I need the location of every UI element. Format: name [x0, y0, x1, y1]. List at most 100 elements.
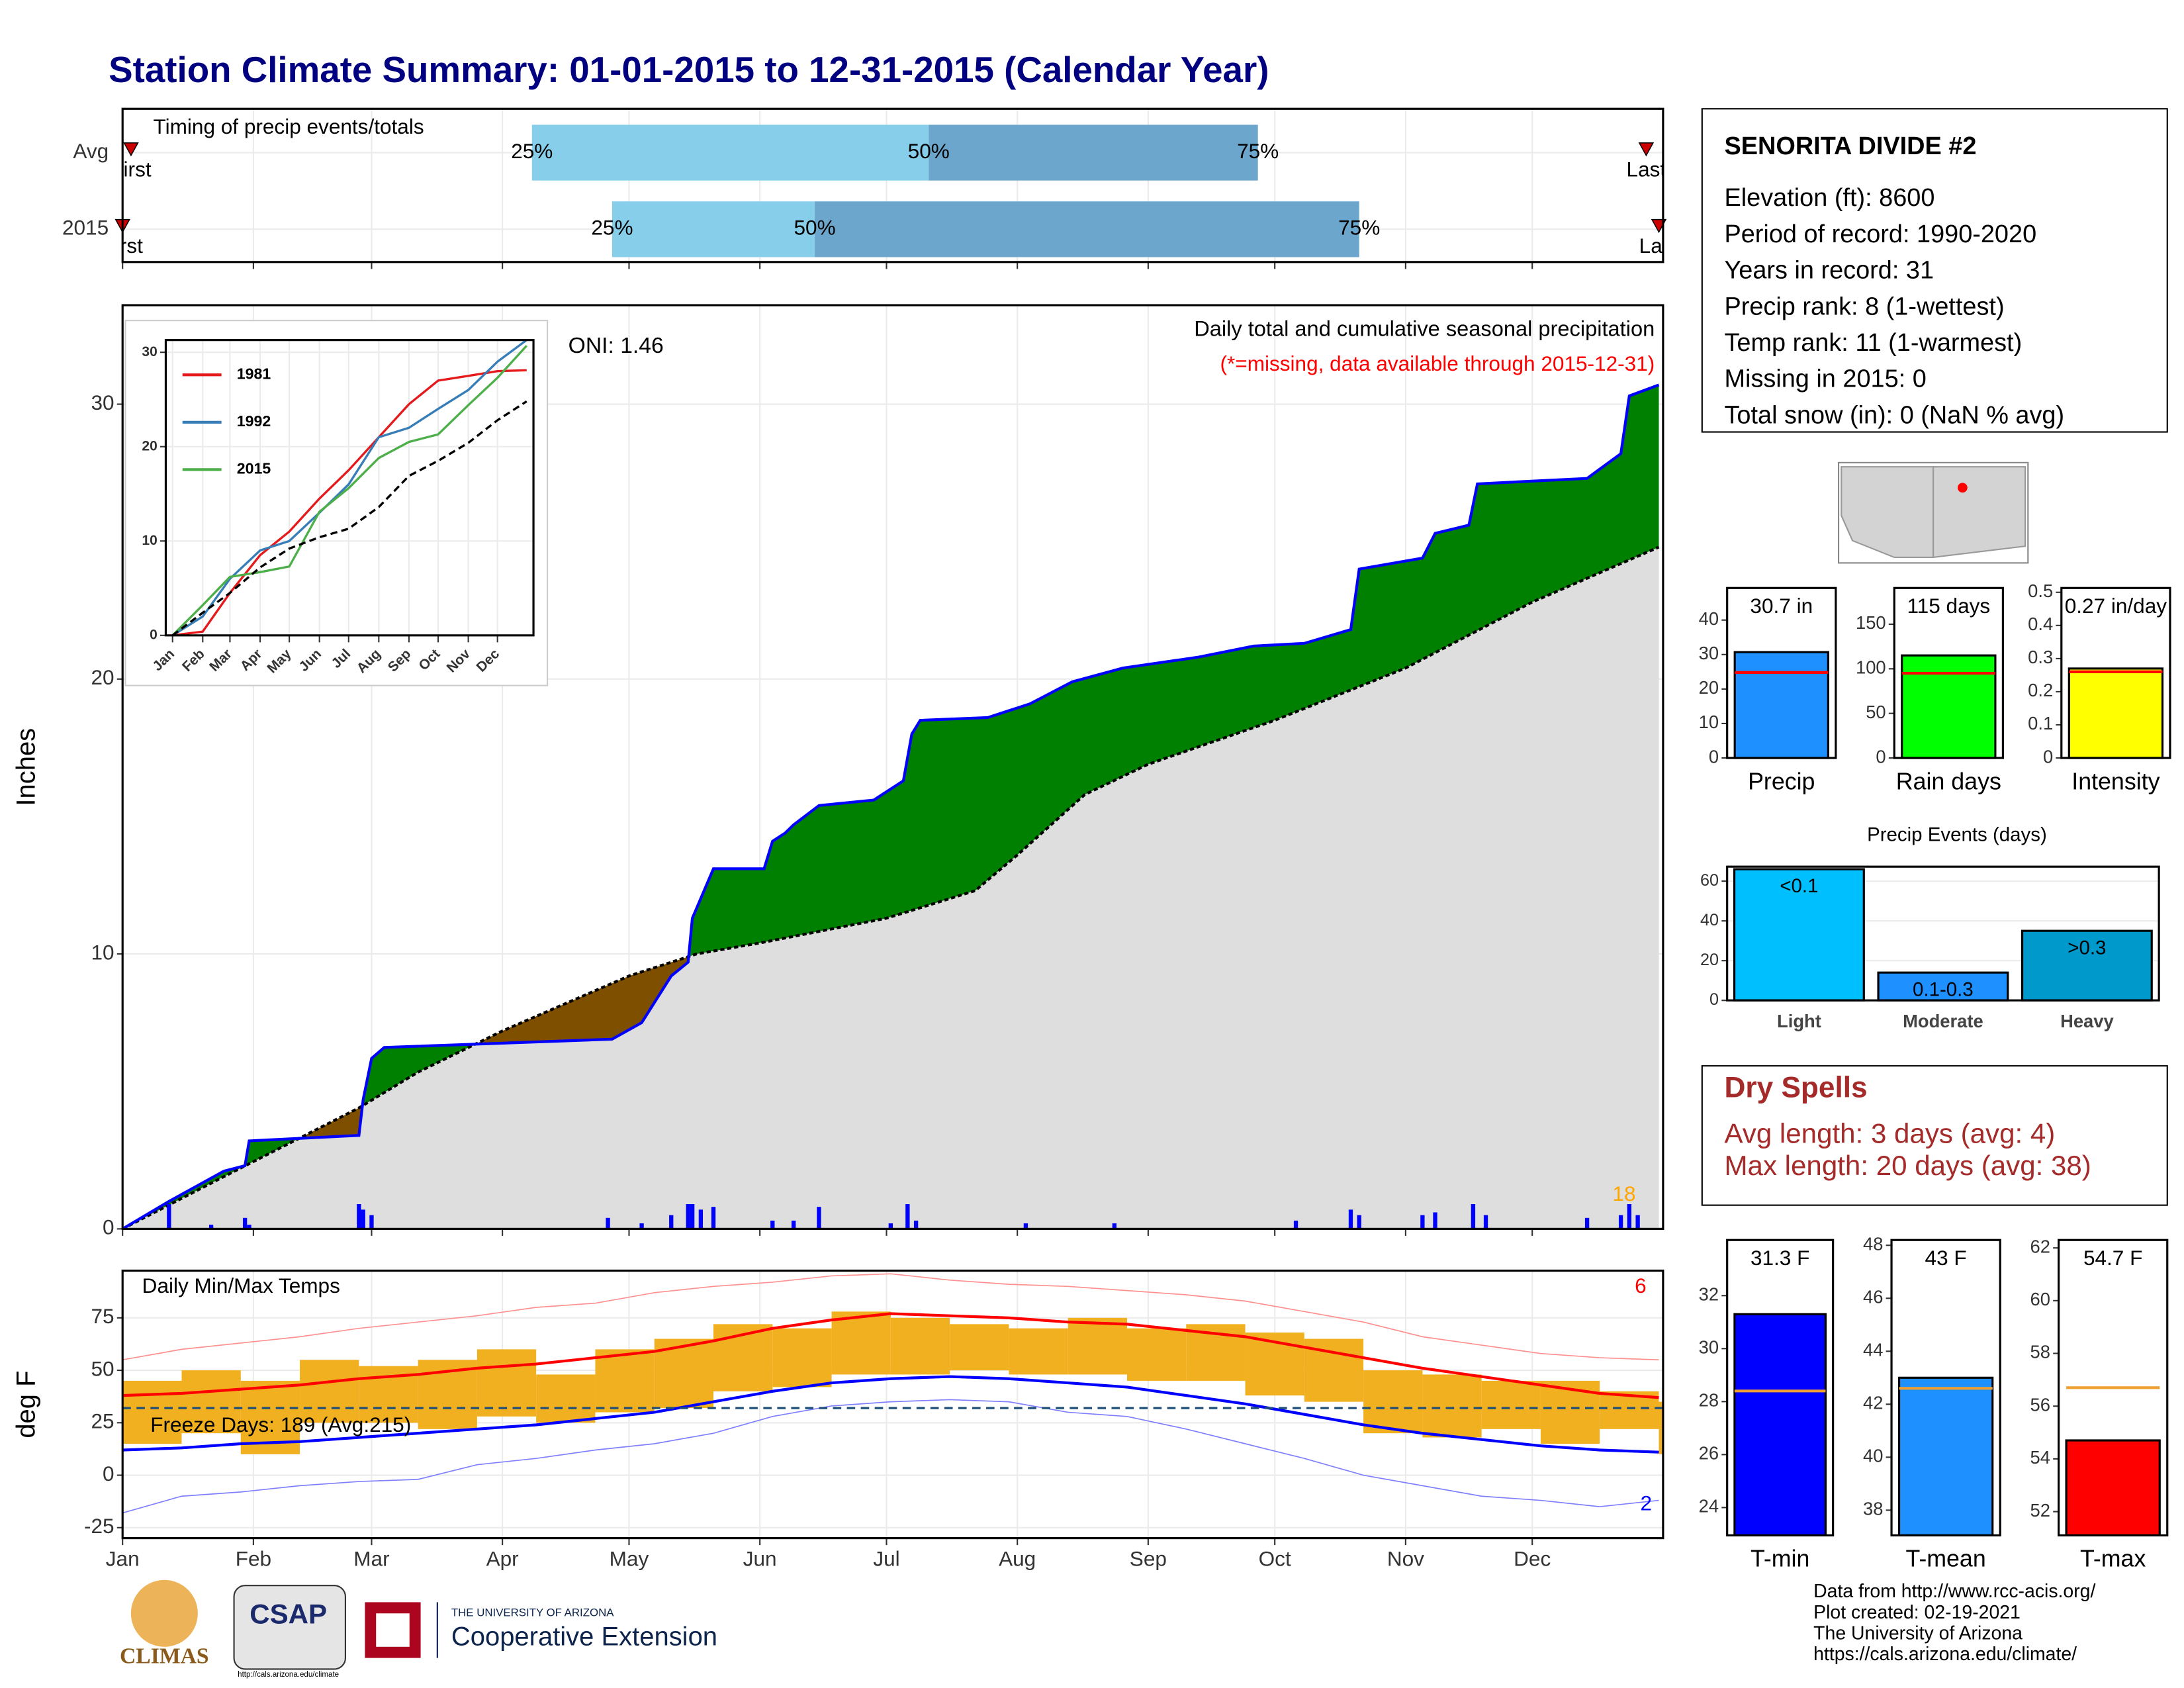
- plot-frame: [121, 107, 1664, 263]
- x-tick-label: Jun: [743, 1547, 777, 1571]
- x-tick-label: Jul: [873, 1547, 899, 1571]
- page-title: Station Climate Summary: 01-01-2015 to 1…: [109, 49, 1269, 90]
- y-tick-label: 0: [2043, 746, 2053, 767]
- daily-bar: [888, 1223, 893, 1229]
- daily-bar: [606, 1217, 610, 1229]
- y-axis-label: deg F: [12, 1370, 41, 1438]
- y-tick-label: 58: [2030, 1342, 2050, 1362]
- x-tick-label: Sep: [1130, 1547, 1167, 1571]
- timing-bar: [531, 124, 929, 181]
- y-tick-label: 20: [142, 438, 157, 453]
- y-tick-label: 48: [1863, 1233, 1883, 1254]
- daily-bar: [1483, 1215, 1488, 1229]
- y-tick-label: 75: [91, 1304, 114, 1328]
- bar: [1733, 1313, 1827, 1536]
- temp-range-bar: [181, 1370, 241, 1434]
- plot-frame: [2058, 1239, 2169, 1536]
- plot-frame: [1726, 865, 2160, 1002]
- panel-label: Daily Min/Max Temps: [142, 1274, 340, 1297]
- y-tick-label: 30: [1699, 643, 1719, 663]
- timing-bar: [815, 201, 1359, 258]
- temp-range-bar: [122, 1380, 182, 1444]
- daily-bar: [357, 1204, 361, 1229]
- station-line: Missing in 2015: 0: [1724, 365, 1926, 393]
- y-tick-label: 50: [1866, 702, 1886, 722]
- chart-title: Daily total and cumulative seasonal prec…: [1194, 316, 1655, 341]
- base-area: [122, 547, 1659, 1229]
- count-label: 18: [1612, 1182, 1635, 1205]
- daily-bar: [905, 1204, 910, 1229]
- daily-bar: [167, 1204, 171, 1229]
- y-tick-label: 10: [142, 533, 157, 548]
- y-tick-label: 28: [1699, 1390, 1719, 1411]
- row-label: Avg: [73, 139, 109, 163]
- quantile-label: 50%: [908, 139, 950, 163]
- category-label: T-max: [2080, 1546, 2146, 1572]
- temp-range-bar: [595, 1349, 655, 1413]
- x-tick-label: Feb: [236, 1547, 271, 1571]
- temp-range-bar: [1481, 1380, 1541, 1429]
- daily-bar: [1293, 1220, 1298, 1229]
- y-tick-label: 50: [91, 1356, 114, 1380]
- climas-logo: [130, 1579, 198, 1647]
- station-line: Temp rank: 11 (1-warmest): [1724, 329, 2022, 357]
- credit-line: https://cals.arizona.edu/climate/: [1813, 1644, 2077, 1665]
- y-tick-label: 38: [1863, 1499, 1883, 1519]
- y-tick-label: 20: [1700, 951, 1719, 969]
- dry-spells-box: [1701, 1065, 2168, 1206]
- marker-label: First: [111, 157, 152, 181]
- csap-url: http://cals.arizona.edu/climate: [238, 1671, 339, 1679]
- x-tick-label: Moderate: [1903, 1011, 1983, 1031]
- bar: [1733, 868, 1865, 1002]
- daily-bar: [698, 1209, 704, 1229]
- daily-bar: [913, 1220, 919, 1229]
- y-tick-label: 10: [1699, 712, 1719, 732]
- average-line: [122, 545, 1660, 1231]
- timing-bar: [612, 201, 815, 258]
- category-label: Intensity: [2071, 768, 2160, 794]
- daily-bar: [1471, 1204, 1476, 1229]
- y-tick-label: 24: [1699, 1496, 1719, 1517]
- y-tick-label: 20: [1699, 677, 1719, 698]
- temp-range-bar: [772, 1328, 832, 1387]
- station-location: [1958, 483, 1968, 493]
- series-line: [171, 345, 528, 637]
- y-tick-label: 0.4: [2028, 614, 2053, 634]
- y-tick-label: 60: [1700, 871, 1719, 890]
- daily-bar: [1023, 1223, 1028, 1229]
- plot-frame: [1726, 1239, 1835, 1536]
- temp-range-bar: [1126, 1328, 1187, 1381]
- dry-spells-line: Avg length: 3 days (avg: 4): [1724, 1118, 2055, 1149]
- station-box: [1701, 108, 2168, 433]
- marker-label: Last: [1627, 157, 1666, 181]
- temp-range-bar: [1068, 1317, 1127, 1375]
- category-label: Rain days: [1896, 768, 2001, 794]
- station-line: Elevation (ft): 8600: [1724, 184, 1934, 212]
- daily-bar: [1420, 1215, 1425, 1229]
- y-tick-label: 0.5: [2028, 581, 2053, 601]
- y-tick-label: 0: [1709, 990, 1719, 1009]
- y-tick-label: 30: [91, 391, 114, 414]
- row-label: 2015: [62, 216, 109, 240]
- y-tick-label: 0.1: [2028, 713, 2053, 733]
- y-tick-label: 54: [2030, 1447, 2050, 1468]
- station-line: Years in record: 31: [1724, 257, 1934, 285]
- bar-label: <0.1: [1780, 875, 1818, 897]
- y-tick-label: 62: [2030, 1236, 2050, 1256]
- y-tick-label: 30: [1699, 1337, 1719, 1358]
- plot-frame: [121, 1269, 1664, 1540]
- temp-range-bar: [536, 1374, 596, 1423]
- daily-bar: [361, 1209, 365, 1229]
- annotation: ONI: 1.46: [569, 334, 664, 358]
- value-label: 54.7 F: [2083, 1246, 2142, 1270]
- locator-map: [1838, 461, 2029, 564]
- y-tick-label: -25: [84, 1514, 114, 1538]
- bar: [1733, 651, 1829, 759]
- map-state: [1933, 466, 2026, 559]
- x-tick-label: Jan: [106, 1547, 140, 1571]
- daily-bar: [369, 1215, 374, 1229]
- temp-line: [122, 1399, 1659, 1514]
- value-label: 31.3 F: [1751, 1246, 1809, 1270]
